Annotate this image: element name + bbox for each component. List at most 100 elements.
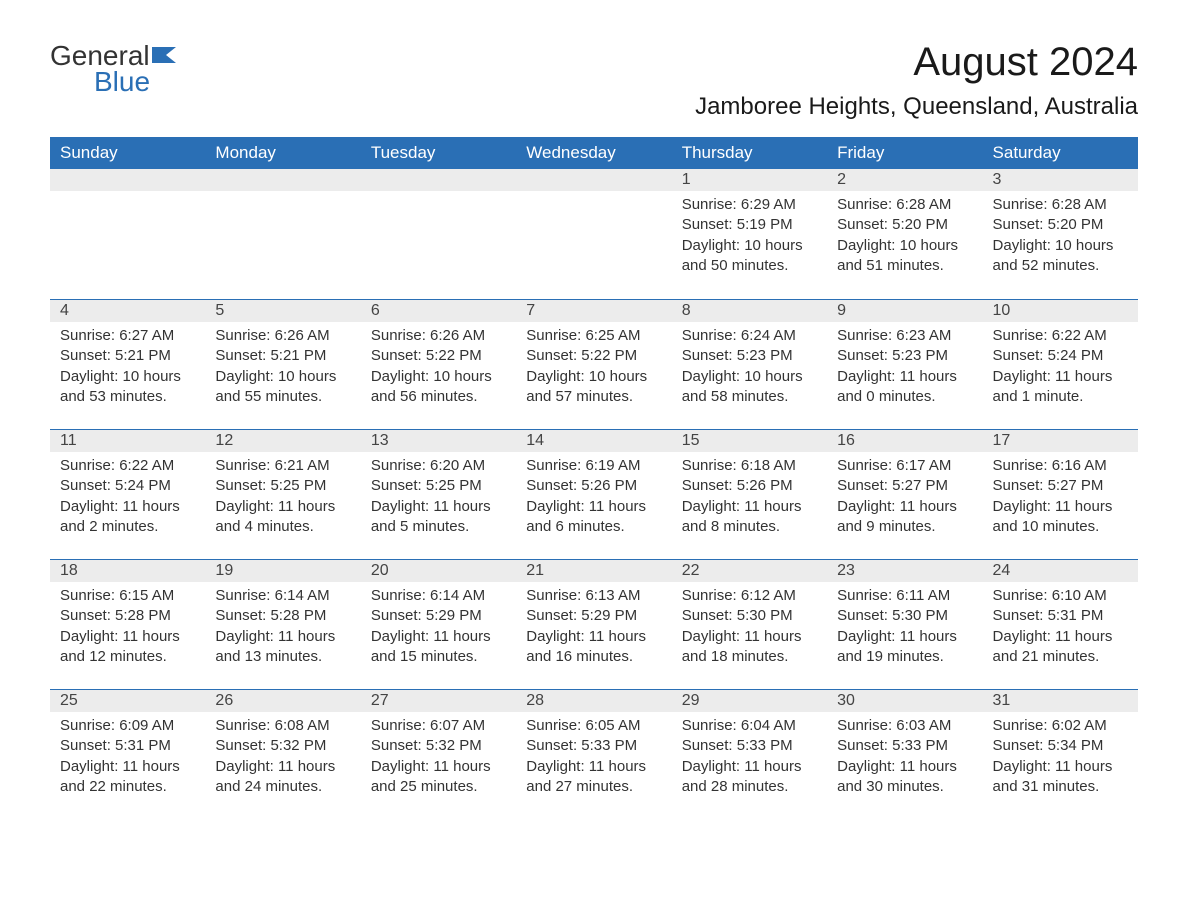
sunrise-text: Sunrise: 6:14 AM: [371, 586, 506, 606]
sunset-text: Sunset: 5:20 PM: [837, 215, 972, 235]
day-body: Sunrise: 6:05 AMSunset: 5:33 PMDaylight:…: [516, 712, 671, 805]
day-body: Sunrise: 6:15 AMSunset: 5:28 PMDaylight:…: [50, 582, 205, 675]
logo-flag-icon: [152, 40, 178, 72]
calendar-day-cell: 6Sunrise: 6:26 AMSunset: 5:22 PMDaylight…: [361, 299, 516, 429]
day-body: Sunrise: 6:26 AMSunset: 5:22 PMDaylight:…: [361, 322, 516, 415]
day-body: Sunrise: 6:23 AMSunset: 5:23 PMDaylight:…: [827, 322, 982, 415]
day-body: Sunrise: 6:04 AMSunset: 5:33 PMDaylight:…: [672, 712, 827, 805]
sunrise-text: Sunrise: 6:18 AM: [682, 456, 817, 476]
daylight-text: Daylight: 11 hours and 12 minutes.: [60, 627, 195, 668]
sunrise-text: Sunrise: 6:07 AM: [371, 716, 506, 736]
calendar-day-header: Saturday: [983, 137, 1138, 169]
sunrise-text: Sunrise: 6:13 AM: [526, 586, 661, 606]
calendar-day-header: Tuesday: [361, 137, 516, 169]
calendar-day-cell: 28Sunrise: 6:05 AMSunset: 5:33 PMDayligh…: [516, 689, 671, 819]
day-number: 18: [50, 559, 205, 582]
sunset-text: Sunset: 5:21 PM: [215, 346, 350, 366]
calendar-day-cell: 5Sunrise: 6:26 AMSunset: 5:21 PMDaylight…: [205, 299, 360, 429]
day-number: [361, 169, 516, 191]
daylight-text: Daylight: 10 hours and 58 minutes.: [682, 367, 817, 408]
day-body: Sunrise: 6:22 AMSunset: 5:24 PMDaylight:…: [50, 452, 205, 545]
day-number: 9: [827, 299, 982, 322]
sunrise-text: Sunrise: 6:15 AM: [60, 586, 195, 606]
sunset-text: Sunset: 5:31 PM: [993, 606, 1128, 626]
calendar-week-row: 25Sunrise: 6:09 AMSunset: 5:31 PMDayligh…: [50, 689, 1138, 819]
day-body: Sunrise: 6:09 AMSunset: 5:31 PMDaylight:…: [50, 712, 205, 805]
day-number: 19: [205, 559, 360, 582]
day-number: 28: [516, 689, 671, 712]
day-body: Sunrise: 6:17 AMSunset: 5:27 PMDaylight:…: [827, 452, 982, 545]
daylight-text: Daylight: 11 hours and 13 minutes.: [215, 627, 350, 668]
sunrise-text: Sunrise: 6:11 AM: [837, 586, 972, 606]
daylight-text: Daylight: 11 hours and 0 minutes.: [837, 367, 972, 408]
day-number: 10: [983, 299, 1138, 322]
sunset-text: Sunset: 5:24 PM: [993, 346, 1128, 366]
sunset-text: Sunset: 5:23 PM: [682, 346, 817, 366]
calendar-day-cell: [205, 169, 360, 299]
sunset-text: Sunset: 5:33 PM: [526, 736, 661, 756]
calendar-day-cell: 18Sunrise: 6:15 AMSunset: 5:28 PMDayligh…: [50, 559, 205, 689]
day-number: 31: [983, 689, 1138, 712]
day-number: 8: [672, 299, 827, 322]
sunset-text: Sunset: 5:22 PM: [371, 346, 506, 366]
day-number: 3: [983, 169, 1138, 191]
daylight-text: Daylight: 10 hours and 55 minutes.: [215, 367, 350, 408]
sunrise-text: Sunrise: 6:28 AM: [993, 195, 1128, 215]
sunset-text: Sunset: 5:27 PM: [837, 476, 972, 496]
day-number: 11: [50, 429, 205, 452]
sunset-text: Sunset: 5:30 PM: [837, 606, 972, 626]
day-number: 27: [361, 689, 516, 712]
day-body: Sunrise: 6:20 AMSunset: 5:25 PMDaylight:…: [361, 452, 516, 545]
sunrise-text: Sunrise: 6:03 AM: [837, 716, 972, 736]
sunrise-text: Sunrise: 6:05 AM: [526, 716, 661, 736]
calendar-day-cell: 9Sunrise: 6:23 AMSunset: 5:23 PMDaylight…: [827, 299, 982, 429]
sunset-text: Sunset: 5:25 PM: [371, 476, 506, 496]
month-title: August 2024: [695, 40, 1138, 85]
daylight-text: Daylight: 11 hours and 16 minutes.: [526, 627, 661, 668]
sunrise-text: Sunrise: 6:02 AM: [993, 716, 1128, 736]
daylight-text: Daylight: 11 hours and 8 minutes.: [682, 497, 817, 538]
day-number: 16: [827, 429, 982, 452]
calendar-day-cell: 31Sunrise: 6:02 AMSunset: 5:34 PMDayligh…: [983, 689, 1138, 819]
day-number: [205, 169, 360, 191]
day-body: Sunrise: 6:12 AMSunset: 5:30 PMDaylight:…: [672, 582, 827, 675]
day-body: Sunrise: 6:02 AMSunset: 5:34 PMDaylight:…: [983, 712, 1138, 805]
daylight-text: Daylight: 10 hours and 56 minutes.: [371, 367, 506, 408]
day-number: 5: [205, 299, 360, 322]
daylight-text: Daylight: 11 hours and 15 minutes.: [371, 627, 506, 668]
calendar-header-row: SundayMondayTuesdayWednesdayThursdayFrid…: [50, 137, 1138, 169]
calendar-day-cell: 15Sunrise: 6:18 AMSunset: 5:26 PMDayligh…: [672, 429, 827, 559]
calendar-week-row: 18Sunrise: 6:15 AMSunset: 5:28 PMDayligh…: [50, 559, 1138, 689]
sunset-text: Sunset: 5:30 PM: [682, 606, 817, 626]
calendar-day-header: Friday: [827, 137, 982, 169]
calendar-day-cell: 25Sunrise: 6:09 AMSunset: 5:31 PMDayligh…: [50, 689, 205, 819]
calendar-day-cell: 4Sunrise: 6:27 AMSunset: 5:21 PMDaylight…: [50, 299, 205, 429]
calendar-day-header: Monday: [205, 137, 360, 169]
day-body: Sunrise: 6:21 AMSunset: 5:25 PMDaylight:…: [205, 452, 360, 545]
daylight-text: Daylight: 11 hours and 2 minutes.: [60, 497, 195, 538]
day-number: 21: [516, 559, 671, 582]
calendar-day-cell: 7Sunrise: 6:25 AMSunset: 5:22 PMDaylight…: [516, 299, 671, 429]
sunrise-text: Sunrise: 6:20 AM: [371, 456, 506, 476]
day-body: Sunrise: 6:11 AMSunset: 5:30 PMDaylight:…: [827, 582, 982, 675]
sunset-text: Sunset: 5:32 PM: [215, 736, 350, 756]
daylight-text: Daylight: 11 hours and 6 minutes.: [526, 497, 661, 538]
day-number: 14: [516, 429, 671, 452]
daylight-text: Daylight: 10 hours and 57 minutes.: [526, 367, 661, 408]
day-number: 26: [205, 689, 360, 712]
calendar-day-cell: [361, 169, 516, 299]
calendar-day-cell: 16Sunrise: 6:17 AMSunset: 5:27 PMDayligh…: [827, 429, 982, 559]
calendar-day-cell: 23Sunrise: 6:11 AMSunset: 5:30 PMDayligh…: [827, 559, 982, 689]
calendar-day-cell: 19Sunrise: 6:14 AMSunset: 5:28 PMDayligh…: [205, 559, 360, 689]
sunrise-text: Sunrise: 6:12 AM: [682, 586, 817, 606]
day-number: 24: [983, 559, 1138, 582]
day-number: 20: [361, 559, 516, 582]
day-number: 6: [361, 299, 516, 322]
calendar-week-row: 1Sunrise: 6:29 AMSunset: 5:19 PMDaylight…: [50, 169, 1138, 299]
daylight-text: Daylight: 11 hours and 30 minutes.: [837, 757, 972, 798]
calendar-day-cell: 8Sunrise: 6:24 AMSunset: 5:23 PMDaylight…: [672, 299, 827, 429]
sunset-text: Sunset: 5:29 PM: [526, 606, 661, 626]
sunrise-text: Sunrise: 6:09 AM: [60, 716, 195, 736]
calendar-day-cell: 3Sunrise: 6:28 AMSunset: 5:20 PMDaylight…: [983, 169, 1138, 299]
calendar-week-row: 4Sunrise: 6:27 AMSunset: 5:21 PMDaylight…: [50, 299, 1138, 429]
